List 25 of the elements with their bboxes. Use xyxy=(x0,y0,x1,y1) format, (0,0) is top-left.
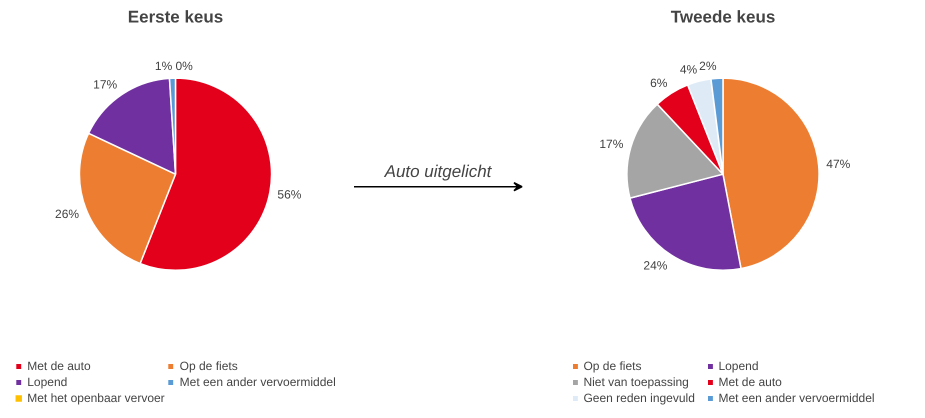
data-label: 17% xyxy=(93,78,118,92)
legend-label: Lopend xyxy=(27,375,68,389)
data-label: 17% xyxy=(599,137,624,152)
legend-label: Met de auto xyxy=(27,359,92,373)
chart-title: Tweede keus xyxy=(670,8,776,26)
legend-label: Op de fiets xyxy=(180,359,239,373)
legend-label: Met een ander vervoermiddel xyxy=(180,375,336,389)
data-label: 24% xyxy=(643,258,668,273)
legend-label: Lopend xyxy=(718,359,760,373)
legend-label: Met een ander vervoermiddel xyxy=(718,391,875,405)
data-label: 1% xyxy=(154,59,173,73)
legend-label: Geen reden ingevuld xyxy=(583,391,696,405)
legend-label: Op de fiets xyxy=(583,359,642,373)
legend-label: Niet van toepassing xyxy=(583,375,690,389)
text: Auto uitgelicht xyxy=(384,162,493,182)
text: 0% xyxy=(176,58,193,73)
data-label: 6% xyxy=(650,76,668,90)
legend-label: Met de auto xyxy=(718,375,783,389)
data-label: 4% xyxy=(680,62,698,76)
data-label: 2% xyxy=(699,59,717,74)
data-label: 56% xyxy=(277,187,302,202)
chart-title: Eerste keus xyxy=(128,8,224,26)
data-label: 26% xyxy=(55,207,80,222)
data-label: 47% xyxy=(826,157,851,172)
legend-label: Met het openbaar vervoer xyxy=(27,391,165,405)
